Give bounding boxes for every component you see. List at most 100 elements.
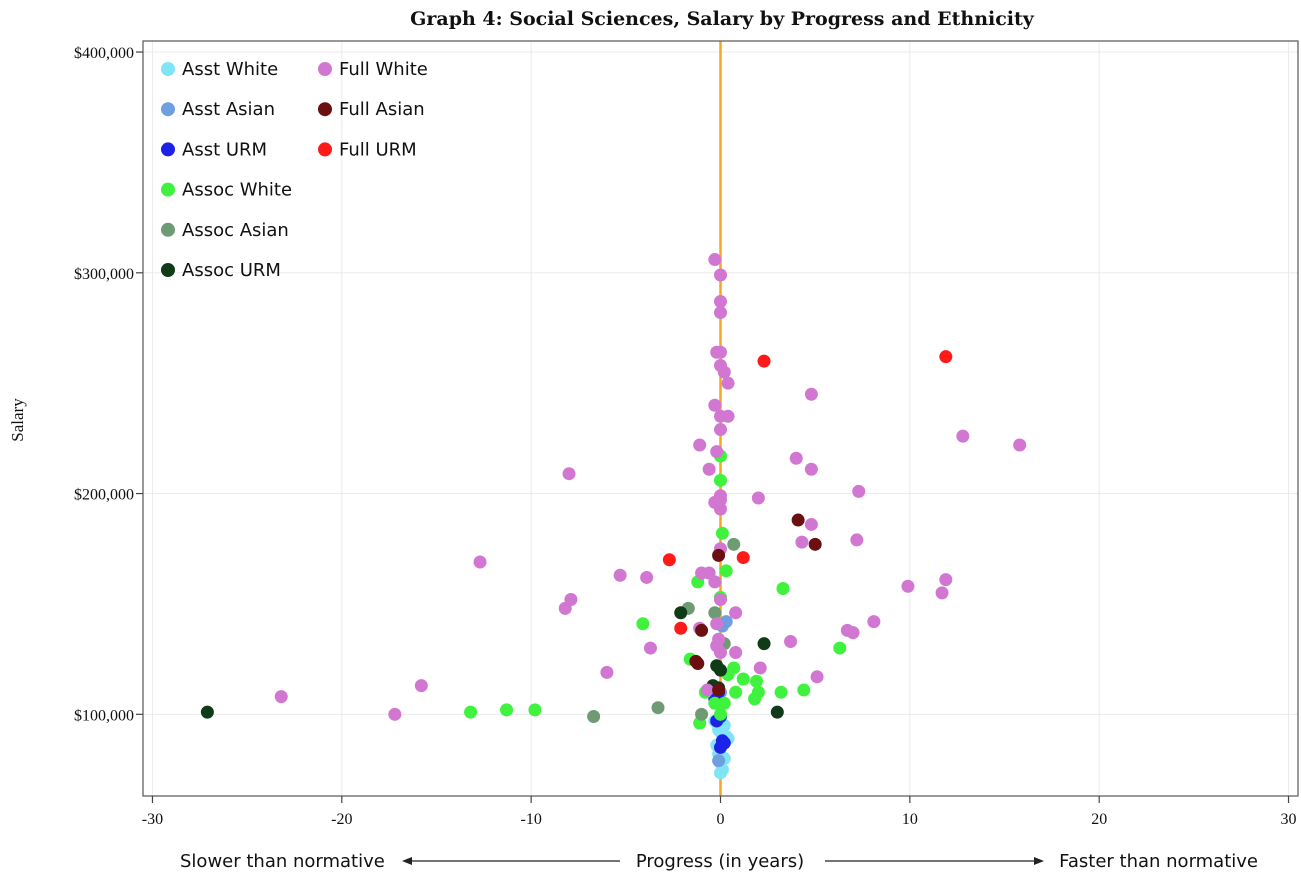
point-full-urm xyxy=(662,553,676,567)
point-assoc-white xyxy=(749,674,763,688)
point-full-asian xyxy=(695,623,709,637)
point-full-white xyxy=(846,626,860,640)
point-assoc-white xyxy=(636,617,650,631)
series-full-urm xyxy=(662,350,953,635)
chart-title: Graph 4: Social Sciences, Salary by Prog… xyxy=(410,8,1035,30)
x-tick-label: -20 xyxy=(331,811,352,828)
point-full-white xyxy=(867,615,881,629)
legend-item-asst-urm: Asst URM xyxy=(161,139,267,160)
point-assoc-white xyxy=(715,526,729,540)
point-full-white xyxy=(708,253,722,267)
point-assoc-white xyxy=(774,685,788,699)
legend-item-assoc-white: Assoc White xyxy=(161,180,292,201)
point-full-white xyxy=(850,533,864,547)
point-full-asian xyxy=(712,548,726,562)
point-full-urm xyxy=(757,354,771,368)
point-full-white xyxy=(901,579,915,593)
point-asst-white xyxy=(714,766,727,780)
point-assoc-urm xyxy=(674,606,688,620)
point-assoc-white xyxy=(717,696,731,710)
point-full-asian xyxy=(808,537,822,551)
series-full-asian xyxy=(689,513,822,697)
point-assoc-white xyxy=(729,685,743,699)
point-assoc-white xyxy=(464,705,478,719)
legend-item-asst-asian: Asst Asian xyxy=(161,99,275,120)
legend-marker xyxy=(318,62,332,76)
x-axis-label-faster: Faster than normative xyxy=(1059,851,1258,872)
point-full-white xyxy=(714,423,727,437)
point-assoc-asian xyxy=(708,606,722,620)
point-full-white xyxy=(852,484,866,498)
series-assoc-asian xyxy=(587,537,741,724)
point-full-white xyxy=(810,670,824,684)
point-full-white xyxy=(717,365,731,379)
x-axis-ticks: -30 -20 -10 0 10 20 30 xyxy=(142,796,1297,828)
point-full-white xyxy=(274,690,288,704)
legend-marker xyxy=(318,102,332,117)
point-full-white xyxy=(784,634,798,648)
x-tick-label: -10 xyxy=(520,811,541,828)
point-full-white xyxy=(643,641,657,655)
point-full-white xyxy=(714,502,727,516)
point-full-urm xyxy=(736,551,750,565)
point-full-white xyxy=(753,661,767,675)
x-axis-label-slower: Slower than normative xyxy=(180,851,385,872)
point-full-white xyxy=(804,462,818,476)
legend-label: Full White xyxy=(339,59,428,80)
y-axis-label: Salary xyxy=(8,398,27,442)
point-full-white xyxy=(721,376,735,390)
point-full-white xyxy=(804,387,818,401)
legend-marker xyxy=(161,142,175,157)
point-full-white xyxy=(562,467,576,481)
data-points xyxy=(200,253,1027,780)
point-full-white xyxy=(640,570,654,584)
point-full-urm xyxy=(939,350,953,364)
point-full-white xyxy=(708,398,722,412)
legend-marker xyxy=(161,102,175,117)
point-assoc-urm xyxy=(714,663,727,677)
arrow-left-icon xyxy=(402,857,412,865)
y-tick-label: $300,000 xyxy=(74,266,134,283)
point-full-white xyxy=(935,586,949,600)
point-full-white xyxy=(714,306,727,320)
point-full-asian xyxy=(691,657,705,671)
legend-marker xyxy=(161,62,175,76)
point-full-white xyxy=(789,451,803,465)
legend-label: Assoc Asian xyxy=(182,220,289,241)
point-assoc-asian xyxy=(651,701,665,715)
point-full-white xyxy=(956,429,970,443)
point-asst-asian xyxy=(712,754,726,768)
x-tick-label: 30 xyxy=(1281,811,1297,828)
x-tick-label: 10 xyxy=(902,811,918,828)
y-tick-label: $400,000 xyxy=(74,45,134,62)
point-full-white xyxy=(1013,438,1027,452)
point-assoc-white xyxy=(528,703,542,717)
point-assoc-white xyxy=(797,683,811,697)
legend-marker xyxy=(161,182,175,197)
legend-item-full-asian: Full Asian xyxy=(318,99,425,120)
point-full-white xyxy=(939,573,953,587)
point-full-white xyxy=(729,646,743,660)
legend-item-full-white: Full White xyxy=(318,59,428,80)
x-tick-label: 0 xyxy=(717,811,725,828)
legend-item-assoc-asian: Assoc Asian xyxy=(161,220,289,241)
point-assoc-urm xyxy=(757,637,771,651)
point-full-white xyxy=(693,438,707,452)
point-assoc-urm xyxy=(770,705,784,719)
legend-label: Asst Asian xyxy=(182,99,275,120)
point-full-white xyxy=(714,268,727,282)
legend-item-asst-white: Asst White xyxy=(161,59,278,80)
legend-label: Full URM xyxy=(339,139,417,160)
point-full-white xyxy=(700,683,714,697)
arrow-right-icon xyxy=(1034,857,1044,865)
point-full-white xyxy=(708,575,722,589)
point-full-white xyxy=(558,601,572,615)
series-assoc-white xyxy=(464,449,847,730)
point-assoc-asian xyxy=(727,537,741,551)
legend-marker xyxy=(318,142,332,157)
legend-label: Assoc URM xyxy=(182,260,281,281)
legend-item-full-urm: Full URM xyxy=(318,139,417,160)
point-assoc-white xyxy=(714,707,727,721)
point-full-white xyxy=(702,462,716,476)
